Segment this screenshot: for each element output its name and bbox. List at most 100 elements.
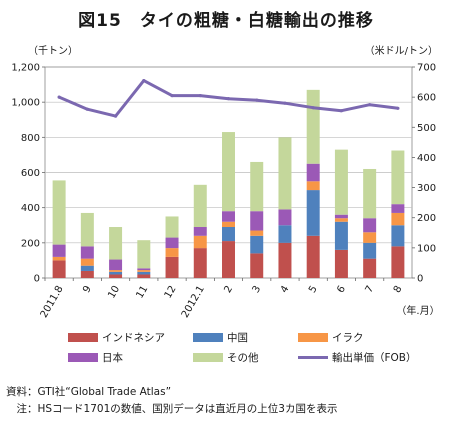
- category-label: 10: [106, 284, 122, 301]
- bar-segment: [334, 214, 348, 219]
- bar-segment: [363, 218, 377, 233]
- bar-segment: [52, 256, 66, 261]
- bar-segment: [222, 211, 235, 222]
- left-tick-label: 1,000: [11, 98, 40, 109]
- bar-segment: [137, 270, 151, 272]
- legend-label-indonesia: インドネシア: [102, 331, 165, 344]
- bar-segment: [52, 180, 66, 245]
- legend-swatch-other: [193, 352, 223, 362]
- legend-item-china: 中国: [193, 330, 248, 344]
- right-tick-label: 200: [417, 213, 436, 224]
- category-label: 2012.1: [180, 284, 207, 320]
- bar-segment: [278, 209, 292, 226]
- bar-segment: [278, 242, 292, 278]
- legend: インドネシア 中国 イラク 日本 その他 輸出単価（FOB）: [68, 330, 448, 370]
- bar-segment: [363, 168, 377, 219]
- bar-segment: [363, 258, 377, 278]
- bar-segment: [306, 89, 320, 164]
- bar-segment: [137, 240, 151, 269]
- bar-segment: [109, 270, 123, 272]
- unit-price-point: [142, 78, 146, 83]
- legend-item-other: その他: [193, 350, 259, 364]
- left-tick-label: 800: [21, 133, 40, 144]
- note-text: 注：HSコード1701の数値、国別データは直近月の上位3カ国を表示: [6, 403, 338, 415]
- right-tick-label: 700: [417, 63, 436, 74]
- x-unit-label: （年.月）: [396, 304, 439, 317]
- bar-segment: [52, 260, 66, 278]
- bar-segment: [137, 274, 151, 278]
- legend-label-unit-price: 輸出単価（FOB）: [332, 351, 417, 364]
- bar-segment: [306, 190, 320, 236]
- left-tick-label: 200: [21, 238, 40, 249]
- unit-price-point: [255, 98, 259, 102]
- bar-segment: [334, 249, 348, 278]
- bar-segment: [52, 244, 66, 257]
- unit-price-point: [311, 106, 315, 110]
- bar-segment: [80, 258, 94, 266]
- unit-price-point: [283, 101, 287, 105]
- unit-price-point: [339, 109, 344, 113]
- bar-segment: [278, 137, 292, 210]
- bar-segment: [222, 227, 235, 242]
- category-label: 3: [251, 284, 264, 295]
- bar-segment: [137, 268, 151, 271]
- legend-swatch-indonesia: [68, 332, 98, 342]
- bar-segment: [109, 259, 123, 271]
- bar-segment: [250, 161, 264, 212]
- category-label: 11: [135, 284, 151, 301]
- legend-item-iraq: イラク: [298, 330, 364, 344]
- legend-swatch-iraq: [298, 332, 328, 342]
- right-tick-label: 0: [417, 274, 423, 285]
- bar-segment: [165, 248, 179, 257]
- left-tick-label: 400: [21, 203, 40, 214]
- bar-segment: [250, 211, 264, 231]
- bar-segment: [363, 242, 377, 259]
- category-label: 7: [364, 284, 377, 295]
- right-tick-label: 500: [417, 123, 436, 134]
- legend-swatch-unit-price: [298, 355, 328, 359]
- bar-segment: [334, 218, 348, 222]
- bar-segment: [165, 237, 179, 249]
- plot-area: 0 200 400 600 800 1,000 1,200 0 100 200 300 400 500 6…: [11, 63, 439, 320]
- bar-segment: [80, 265, 94, 271]
- bar-segment: [391, 150, 405, 205]
- legend-swatch-china: [193, 332, 223, 342]
- category-label: 2011.8: [39, 284, 66, 320]
- bar-segment: [165, 216, 179, 238]
- category-label: 12: [163, 284, 179, 301]
- left-tick-label: 1,200: [11, 63, 40, 74]
- bar-segment: [391, 204, 405, 213]
- bar-segment: [193, 227, 207, 236]
- left-tick-label: 0: [34, 274, 40, 285]
- legend-item-unit-price: 輸出単価（FOB）: [298, 350, 417, 364]
- unit-price-point: [113, 114, 118, 118]
- bar-segment: [80, 212, 94, 247]
- legend-label-china: 中国: [227, 331, 248, 344]
- category-label: 6: [335, 284, 348, 295]
- bar-segment: [193, 235, 207, 249]
- legend-swatch-japan: [68, 352, 98, 362]
- right-tick-label: 100: [417, 243, 436, 254]
- category-label: 5: [307, 284, 320, 295]
- unit-price-point: [226, 97, 231, 101]
- bar-segment: [109, 271, 123, 275]
- bar-segment: [306, 181, 320, 191]
- bar-segment: [363, 232, 377, 243]
- bar-segment: [334, 221, 348, 250]
- bar-segment: [391, 212, 405, 226]
- source-notes: 資料：GTI社“Global Trade Atlas” 注：HSコード1701の…: [6, 384, 337, 418]
- bar-segment: [250, 235, 264, 254]
- bar-segment: [306, 163, 320, 182]
- source-text: 資料：GTI社“Global Trade Atlas”: [6, 386, 172, 398]
- category-label: 4: [279, 284, 292, 295]
- bar-segment: [80, 246, 94, 259]
- left-tick-label: 600: [21, 168, 40, 179]
- bar-segment: [334, 149, 348, 215]
- bar-segment: [165, 256, 179, 278]
- bar-segment: [222, 241, 235, 278]
- bar-segment: [391, 246, 405, 278]
- unit-price-point: [198, 94, 202, 98]
- bar-segment: [306, 235, 320, 278]
- legend-item-indonesia: インドネシア: [68, 330, 165, 344]
